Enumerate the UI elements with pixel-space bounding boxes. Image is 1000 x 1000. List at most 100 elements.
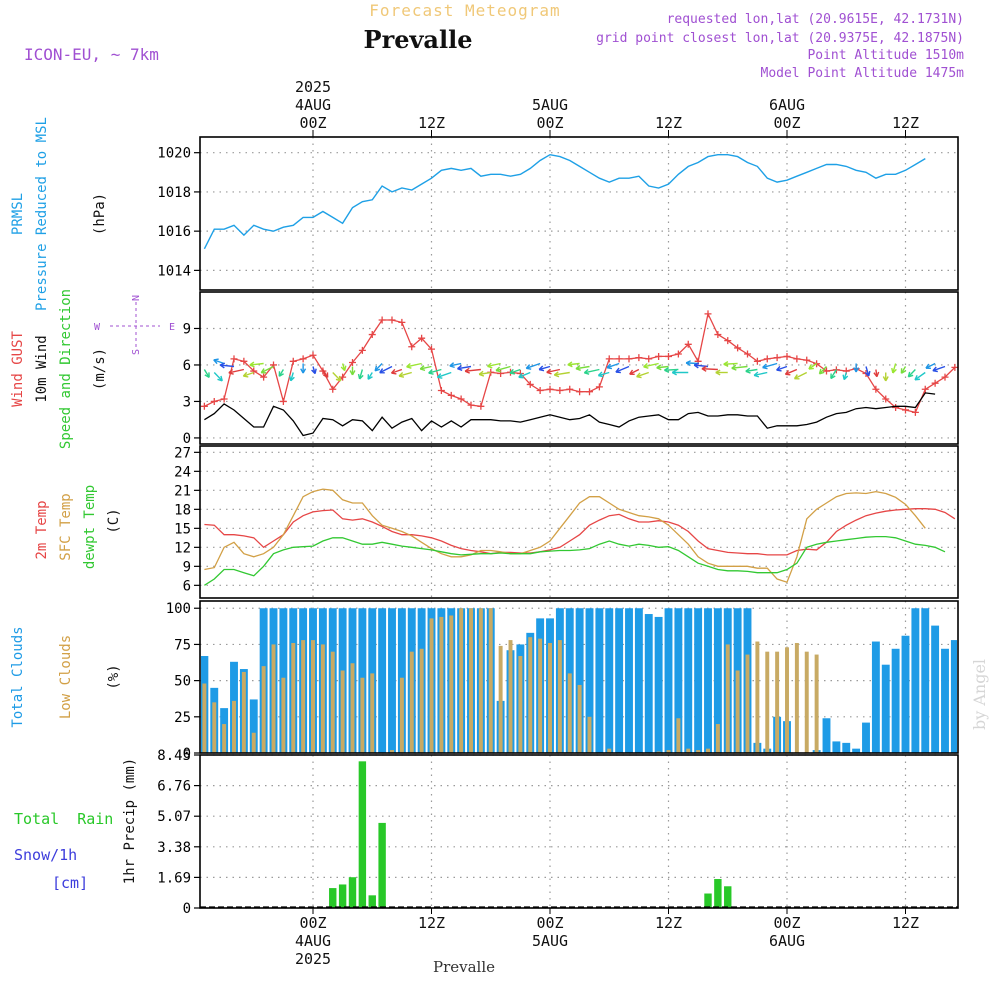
rain-bar [724,886,732,908]
gust-marker [408,343,416,351]
wind-direction-arrow [598,371,610,377]
pressure-line [203,153,926,250]
wind-direction-arrow [465,368,481,372]
wind-arrow-head [538,365,545,372]
wind-direction-arrow [420,365,432,370]
wind-arrow-head [335,375,342,382]
wind-direction-arrow [398,371,412,377]
wind-arrow-head [367,374,373,380]
compass-north: N [131,295,142,301]
wind-arrow-head [311,368,317,375]
total-clouds-bar [881,664,890,753]
panel-frame [199,136,959,291]
gust-marker [635,354,643,362]
gust-marker [260,373,268,381]
low-clouds-bar [409,651,414,753]
time-label-top: 00Z [299,114,326,132]
wind-direction-arrow [228,368,245,374]
wind-arrow-head [340,365,347,372]
time-label-bottom: 00Z [299,914,326,932]
wind-arrow-head [701,365,707,372]
wind-arrow-head [457,365,463,372]
gust-marker [615,355,623,363]
wind-arrow-head [357,373,364,380]
low-clouds-bar [785,647,789,753]
low-clouds-bar [765,651,770,753]
low-clouds-bar [360,677,365,753]
wind-arrow-head [436,373,443,379]
time-label-bottom: 4AUG [295,932,331,950]
gust-marker [902,406,909,414]
wind-arrow-head [390,368,397,375]
wind-direction-arrow [437,371,452,378]
gust-marker [684,340,692,348]
wind-unit: (m/s) [92,348,108,390]
gust-marker [319,367,327,375]
gust-marker [744,350,751,358]
wind-direction-arrow [457,365,472,370]
station-title: Prevalle [364,25,473,54]
watermark: by Angel [970,659,989,730]
wind-direction-arrow [575,365,590,370]
panel-frame [199,445,959,599]
wind-arrow-head [818,368,825,375]
wind-direction-arrow [606,362,620,369]
wind-direction-arrow [428,368,442,374]
low-clouds-bar [212,702,217,753]
time-label-top: 4AUG [295,96,331,114]
total-clouds-bar [832,741,841,753]
wind-direction-arrow [723,362,738,365]
wind-direction-arrow [636,371,649,378]
wind-arrow-head [213,358,219,365]
gust-marker [210,397,218,405]
wind-direction-arrow [818,366,828,375]
y-tick-label: 1018 [157,185,191,201]
t2m-line [204,508,956,556]
dewpt-label: dewpt Temp [82,485,98,569]
wind-direction-arrow [907,369,916,378]
gust-marker [576,388,584,396]
wind-arrow-head [583,368,590,375]
low-clouds-bar [271,644,276,753]
rain-bar [714,879,722,908]
footer-station: Prevalle [433,958,495,976]
wind-arrow-head [300,368,307,374]
wind-arrow-head [882,376,889,382]
low-clouds-bar [696,750,701,753]
wind-arrow-head [509,368,516,375]
total-clouds-bar [684,608,693,753]
compass-east: E [169,322,175,333]
wind-panel-labels: Wind GUST 10m Wind Speed and Direction (… [10,289,108,449]
wind-direction-arrow [794,371,808,380]
low-clouds-bar [429,618,434,753]
y-tick-label: 8.45 [157,748,191,764]
wind-arrow-head [793,374,800,380]
gust-marker [882,395,890,403]
wind-direction-arrow [495,365,511,372]
wind-arrow-head [864,370,871,377]
wind-arrow-head [643,362,649,369]
clouds-panel-labels: Total Clouds Low Clouds (%) [10,626,122,727]
grid-point-location: grid point closest lon,lat (20.9375E, 42… [596,31,964,46]
gust-marker [418,334,426,342]
y-tick-label: 25 [174,710,191,726]
y-tick-label: 12 [174,540,191,556]
wind-arrow-head [656,364,662,371]
y-tick-label: 0 [183,431,191,447]
compass-west: W [94,322,101,333]
wind-direction-arrow [567,362,580,366]
time-label-top: 2025 [295,78,331,96]
wind-arrow-head [615,367,621,374]
t2m-label: 2m Temp [34,500,50,559]
time-label-bottom: 12Z [655,914,682,932]
time-label-bottom: 2025 [295,950,331,968]
gust-marker [605,355,613,363]
rain-bar [329,888,337,908]
wind-direction-arrow [776,365,788,371]
total-clouds-bar [862,722,870,753]
y-tick-label: 100 [166,601,191,617]
wind-arrow-head [228,368,234,375]
total-clouds-bar [644,614,653,753]
chart-marks [200,153,959,908]
gust-marker [872,385,880,393]
